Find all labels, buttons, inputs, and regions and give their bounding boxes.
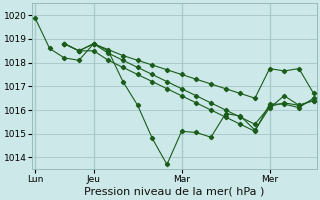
X-axis label: Pression niveau de la mer( hPa ): Pression niveau de la mer( hPa ): [84, 187, 264, 197]
